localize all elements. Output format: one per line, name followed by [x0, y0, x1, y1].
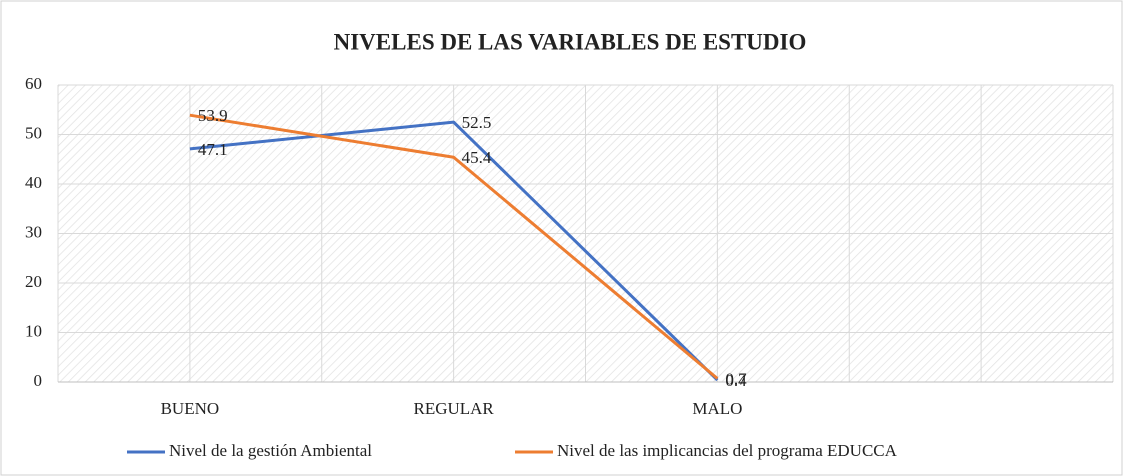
series-line — [189, 120, 719, 382]
y-tick-label: 0 — [34, 371, 43, 390]
data-label: 45.4 — [462, 148, 492, 167]
data-label: 0.4 — [725, 371, 747, 390]
y-tick-label: 40 — [25, 173, 42, 192]
data-label: 0.7 — [725, 369, 747, 388]
y-tick-label: 30 — [25, 222, 42, 241]
data-label: 47.1 — [198, 140, 228, 159]
y-tick-label: 50 — [25, 123, 42, 142]
x-tick-label: REGULAR — [413, 399, 494, 418]
legend-label: Nivel de las implicancias del programa E… — [557, 441, 898, 460]
x-tick-label: BUENO — [161, 399, 220, 418]
series-line — [189, 113, 719, 380]
y-tick-label: 20 — [25, 272, 42, 291]
data-label: 53.9 — [198, 106, 228, 125]
y-tick-label: 60 — [25, 74, 42, 93]
chart-title: NIVELES DE LAS VARIABLES DE ESTUDIO — [334, 29, 807, 54]
legend-label: Nivel de la gestión Ambiental — [169, 441, 372, 460]
data-label: 52.5 — [462, 113, 492, 132]
y-tick-label: 10 — [25, 321, 42, 340]
x-tick-label: MALO — [692, 399, 742, 418]
